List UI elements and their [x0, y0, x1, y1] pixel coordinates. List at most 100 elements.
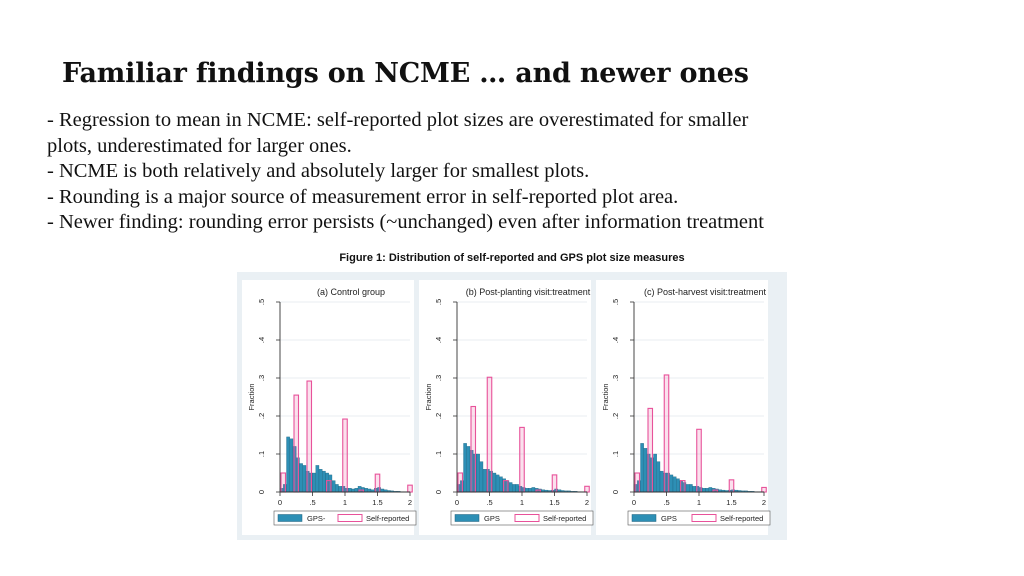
- y-tick-label: .1: [434, 451, 443, 457]
- x-tick-label: .5: [663, 498, 669, 507]
- legend-gps-label: GPS-: [307, 514, 326, 523]
- legend-gps-swatch: [631, 514, 657, 522]
- histogram-panel-1: (a) Control group 0 .1 .2 .3 .4 .5 Fraction 0 .5 1…: [242, 280, 417, 535]
- gps-bar: [338, 486, 342, 493]
- gps-bar: [479, 461, 484, 493]
- x-tick-label: 0: [278, 498, 282, 507]
- legend-self-reported-swatch: [691, 514, 717, 522]
- gps-bar: [702, 488, 706, 493]
- y-tick-label: .2: [434, 413, 443, 419]
- y-axis-title: Fraction: [601, 383, 610, 410]
- x-tick-label: 2: [762, 498, 766, 507]
- gps-bar: [492, 472, 497, 493]
- self-reported-bar: [470, 405, 477, 493]
- x-tick-label: 0: [455, 498, 459, 507]
- x-tick-label: 2: [585, 498, 589, 507]
- self-reported-bar: [325, 480, 332, 493]
- gps-bar: [286, 436, 290, 493]
- panel-title: (b) Post-planting visit:treatment: [466, 287, 591, 297]
- self-reported-bar: [647, 407, 654, 493]
- self-reported-bar: [407, 484, 413, 493]
- gps-bar: [525, 488, 529, 493]
- bullet-list: - Regression to mean in NCME: self-repor…: [47, 108, 1007, 236]
- gps-bar: [640, 443, 644, 493]
- x-tick-label: 1.5: [549, 498, 559, 507]
- gps-bar: [315, 465, 320, 493]
- y-axis-title: Fraction: [424, 383, 433, 410]
- y-tick-label: 0: [257, 490, 266, 494]
- gps-bar: [348, 488, 352, 493]
- histogram-figure: (a) Control group 0 .1 .2 .3 .4 .5 Fraction 0 .5 1…: [242, 280, 771, 535]
- gps-bar: [367, 488, 372, 493]
- gps-bar: [499, 476, 503, 493]
- y-tick-label: .1: [257, 451, 266, 457]
- legend-self-reported-label: Self-reported: [720, 514, 763, 523]
- x-tick-label: 0: [632, 498, 636, 507]
- self-reported-bar: [374, 473, 381, 493]
- gps-bar: [322, 470, 326, 493]
- gps-bar: [531, 487, 536, 493]
- y-tick-label: .4: [434, 337, 443, 343]
- figure-caption: Figure 1: Distribution of self-reported …: [339, 252, 685, 264]
- gps-bar: [692, 486, 696, 493]
- legend-self-reported-swatch: [337, 514, 363, 522]
- self-reported-bar: [280, 472, 287, 493]
- y-tick-label: .3: [257, 375, 266, 381]
- x-tick-label: .5: [486, 498, 492, 507]
- gps-bar: [512, 484, 516, 493]
- y-tick-label: .3: [611, 375, 620, 381]
- self-reported-bar: [663, 374, 670, 493]
- self-reported-bar: [696, 428, 702, 493]
- gps-bar: [653, 453, 657, 493]
- legend-gps-label: GPS: [661, 514, 677, 523]
- gps-bar: [354, 488, 359, 493]
- gps-bar: [676, 478, 680, 493]
- self-reported-bar: [634, 472, 641, 493]
- gps-bar: [463, 443, 467, 493]
- gps-bar: [331, 480, 336, 493]
- gps-bar: [312, 472, 316, 493]
- gps-bar: [685, 484, 690, 493]
- y-tick-label: .2: [257, 413, 266, 419]
- self-reported-bar: [679, 480, 686, 493]
- plot-area: [280, 302, 410, 492]
- legend-self-reported-swatch: [514, 514, 540, 522]
- y-tick-label: .3: [434, 375, 443, 381]
- self-reported-bar: [306, 380, 313, 493]
- slide-title: Familiar findings on NCME … and newer on…: [62, 58, 749, 89]
- bullet-line: - NCME is both relatively and absolutely…: [47, 160, 590, 182]
- gps-bar: [289, 438, 294, 493]
- x-tick-label: 1: [697, 498, 701, 507]
- gps-bar: [528, 488, 532, 493]
- legend-gps-label: GPS: [484, 514, 500, 523]
- y-tick-label: .5: [257, 299, 266, 305]
- y-tick-label: .5: [611, 299, 620, 305]
- x-tick-label: 1: [520, 498, 524, 507]
- x-tick-label: 1: [343, 498, 347, 507]
- gps-bar: [515, 484, 519, 493]
- self-reported-bar: [342, 418, 348, 493]
- self-reported-bar: [519, 426, 525, 493]
- bullet-line: plots, underestimated for larger ones.: [47, 134, 352, 157]
- gps-bar: [318, 469, 323, 493]
- self-reported-bar: [551, 474, 558, 493]
- x-tick-label: .5: [309, 498, 315, 507]
- gps-bar: [656, 461, 661, 493]
- bullet-line: - Rounding is a major source of measurem…: [47, 185, 679, 208]
- bullet-line: - Regression to mean in NCME: self-repor…: [47, 109, 749, 131]
- y-axis-title: Fraction: [247, 383, 256, 410]
- legend-gps-swatch: [454, 514, 480, 522]
- y-tick-label: .1: [611, 451, 620, 457]
- y-tick-label: .2: [611, 413, 620, 419]
- x-tick-label: 2: [408, 498, 412, 507]
- gps-bar: [364, 488, 368, 493]
- self-reported-bar: [502, 480, 509, 493]
- self-reported-bar: [293, 394, 300, 493]
- y-tick-label: .5: [434, 299, 443, 305]
- gps-bar: [659, 470, 664, 493]
- gps-bar: [672, 476, 677, 493]
- legend-gps-swatch: [277, 514, 303, 522]
- gps-bar: [466, 446, 471, 493]
- self-reported-bar: [486, 376, 493, 493]
- histogram-panel-2: (b) Post-planting visit:treatment 0 .1 .2 .3…: [419, 280, 594, 535]
